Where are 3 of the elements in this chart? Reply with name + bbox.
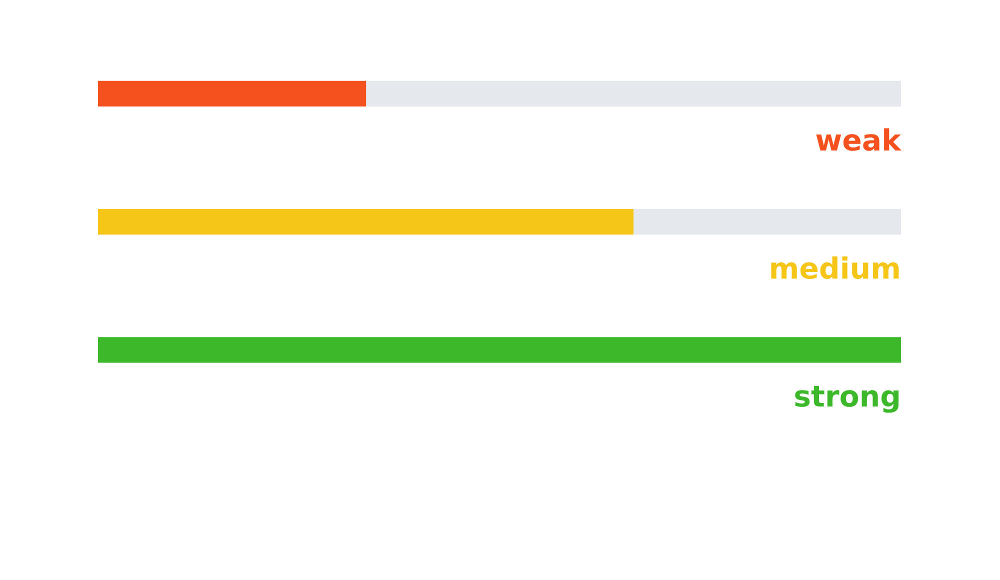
y-tick-label: weak bbox=[816, 128, 902, 151]
y-tick-label: medium bbox=[771, 256, 899, 280]
y-tick-label: strong bbox=[795, 386, 899, 413]
